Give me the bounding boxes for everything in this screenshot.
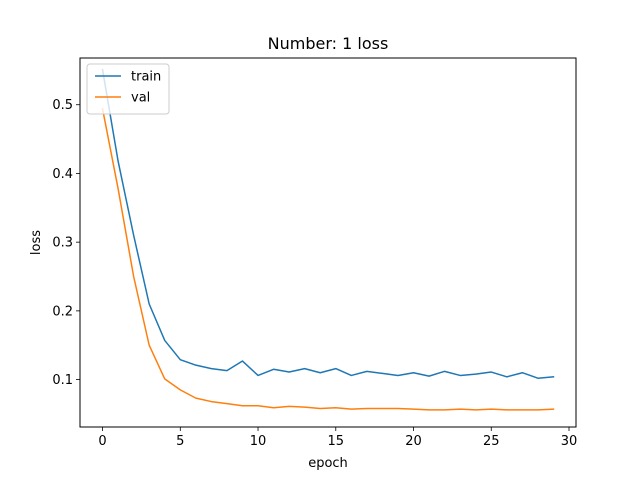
series-line-train [101,68,555,379]
y-tick-label: 0.3 [52,236,73,251]
x-axis: 0 5 10 15 20 25 30 [98,427,577,449]
legend: train val [86,63,170,115]
series-line-val [101,107,555,411]
y-axis-label: loss [29,230,44,255]
plot-area [101,68,555,411]
x-tick-label: 20 [405,434,422,449]
x-tick-label: 5 [176,434,184,449]
y-tick-label: 0.4 [52,167,73,182]
y-tick-label: 0.5 [52,98,73,113]
x-tick-label: 30 [561,434,578,449]
x-axis-label: epoch [308,456,348,471]
chart-title: Number: 1 loss [268,34,389,53]
y-tick-label: 0.1 [52,373,73,388]
legend-label-train: train [131,70,161,85]
y-axis: 0.1 0.2 0.3 0.4 0.5 [52,98,80,388]
x-tick-label: 10 [250,434,267,449]
y-tick-label: 0.2 [52,304,73,319]
legend-label-val: val [131,91,150,106]
x-tick-label: 25 [483,434,500,449]
x-tick-label: 15 [328,434,345,449]
x-tick-label: 0 [98,434,106,449]
